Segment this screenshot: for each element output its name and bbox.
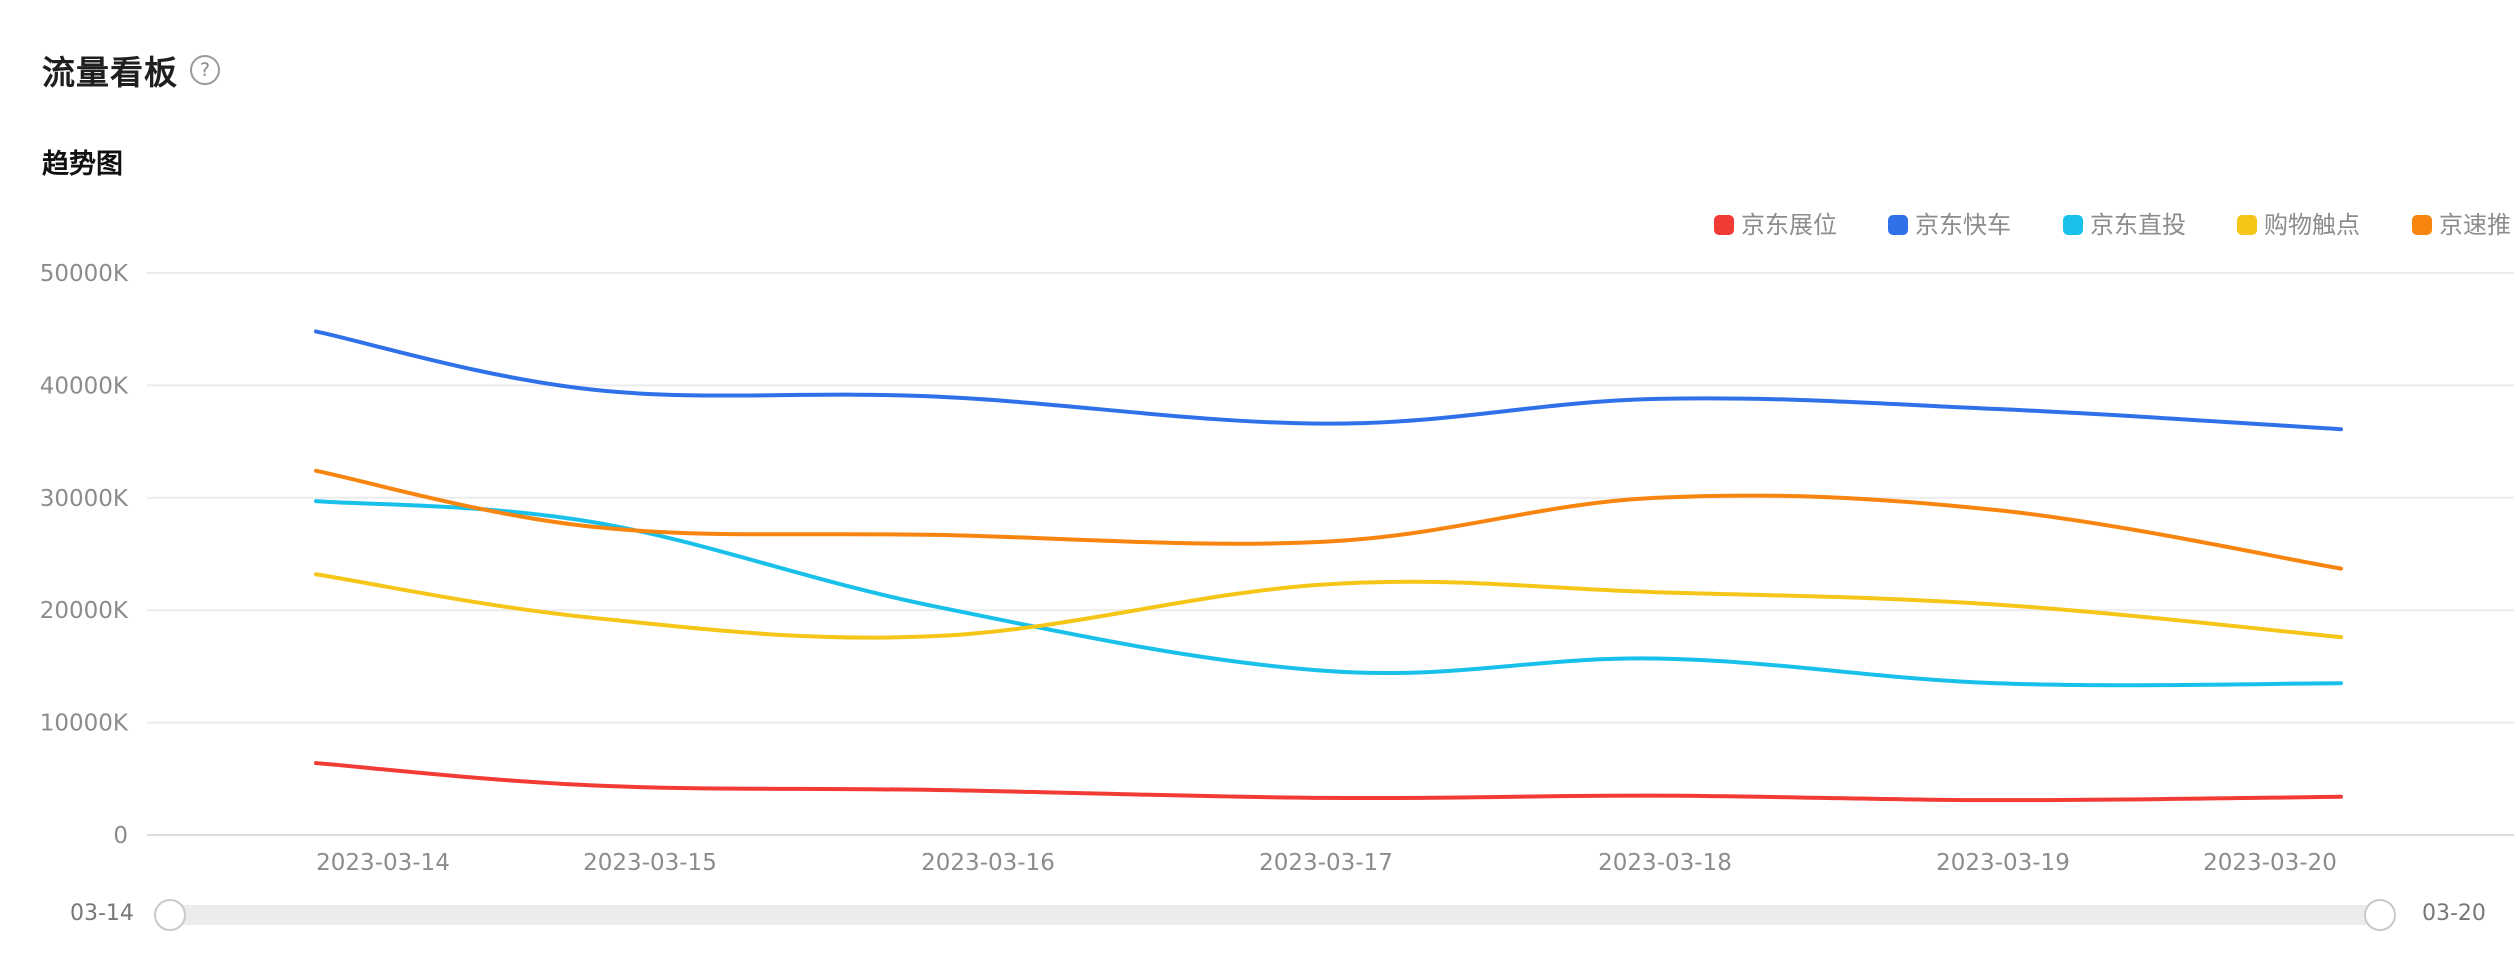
y-axis: 0 10000K 20000K 30000K 40000K 50000K bbox=[40, 261, 129, 849]
legend: 京东展位 京东快车 京东直投 购物触点 京速推 bbox=[1714, 211, 2511, 239]
legend-label: 京速推 bbox=[2439, 211, 2511, 239]
series-line bbox=[314, 761, 2343, 803]
y-tick-label: 20000K bbox=[40, 598, 129, 624]
slider-end-handle[interactable] bbox=[2364, 899, 2396, 931]
legend-item[interactable]: 京东展位 bbox=[1714, 211, 1837, 239]
legend-marker bbox=[2063, 215, 2083, 235]
slider-start-label: 03-14 bbox=[70, 901, 134, 926]
x-tick-label: 2023-03-15 bbox=[583, 850, 717, 876]
legend-marker bbox=[1714, 215, 1734, 235]
legend-item[interactable]: 京东快车 bbox=[1888, 211, 2011, 239]
x-tick-label: 2023-03-16 bbox=[921, 850, 1055, 876]
x-tick-label: 2023-03-19 bbox=[1936, 850, 2070, 876]
zoom-slider[interactable] bbox=[154, 899, 2396, 931]
series-lines bbox=[314, 329, 2343, 803]
x-axis: 2023-03-14 2023-03-15 2023-03-16 2023-03-17… bbox=[316, 850, 2337, 876]
legend-label: 京东直投 bbox=[2090, 211, 2186, 239]
legend-label: 京东展位 bbox=[1741, 211, 1837, 239]
y-tick-label: 40000K bbox=[40, 373, 129, 399]
legend-item[interactable]: 京东直投 bbox=[2063, 211, 2186, 239]
x-tick-label: 2023-03-14 bbox=[316, 850, 450, 876]
legend-marker bbox=[2237, 215, 2257, 235]
series-line bbox=[314, 329, 2343, 432]
page-header: 流量看板 ? bbox=[42, 46, 220, 94]
page-title: 流量看板 bbox=[42, 53, 178, 92]
x-tick-label: 2023-03-18 bbox=[1598, 850, 1732, 876]
series-line bbox=[314, 468, 2343, 571]
series-line bbox=[314, 572, 2343, 640]
legend-label: 购物触点 bbox=[2264, 211, 2360, 239]
chart-grid bbox=[147, 272, 2514, 836]
legend-item[interactable]: 京速推 bbox=[2412, 211, 2511, 239]
legend-marker bbox=[2412, 215, 2432, 235]
y-tick-label: 30000K bbox=[40, 486, 129, 512]
x-tick-label: 2023-03-17 bbox=[1259, 850, 1393, 876]
help-icon[interactable]: ? bbox=[190, 55, 220, 85]
legend-marker bbox=[1888, 215, 1908, 235]
y-tick-label: 0 bbox=[113, 823, 128, 849]
series-line bbox=[314, 499, 2343, 688]
x-tick-label: 2023-03-20 bbox=[2203, 850, 2337, 876]
y-tick-label: 10000K bbox=[40, 711, 129, 737]
y-tick-label: 50000K bbox=[40, 261, 129, 287]
legend-item[interactable]: 购物触点 bbox=[2237, 211, 2360, 239]
slider-start-handle[interactable] bbox=[154, 899, 186, 931]
slider-end-label: 03-20 bbox=[2422, 901, 2486, 926]
slider-track[interactable] bbox=[170, 905, 2380, 925]
chart-section-title: 趋势图 bbox=[42, 149, 123, 180]
legend-label: 京东快车 bbox=[1915, 211, 2011, 239]
